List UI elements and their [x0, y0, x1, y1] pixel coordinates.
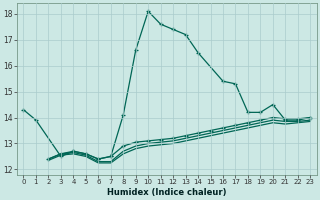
X-axis label: Humidex (Indice chaleur): Humidex (Indice chaleur)	[107, 188, 227, 197]
